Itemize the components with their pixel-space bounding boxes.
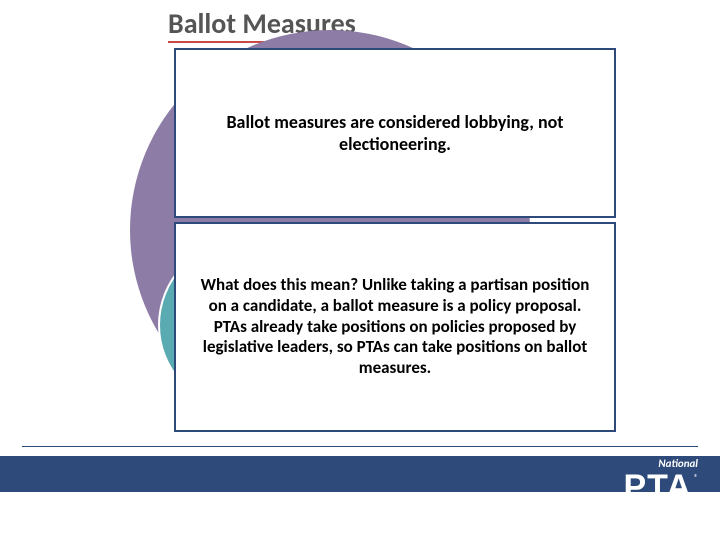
footer-logo: National PTA ® everychild. onevoice.® <box>538 454 698 518</box>
logo-registered-mark: ® <box>694 473 698 483</box>
content-box-bottom: What does this mean? Unlike taking a par… <box>174 222 616 432</box>
footer-divider-line <box>22 446 698 447</box>
content-box-bottom-text: What does this mean? Unlike taking a par… <box>192 275 598 379</box>
logo-tagline: everychild. onevoice.® <box>612 503 698 516</box>
content-box-top: Ballot measures are considered lobbying,… <box>174 48 616 218</box>
logo-pta-text: PTA <box>623 468 691 507</box>
logo-pta: PTA ® <box>623 468 698 507</box>
content-box-top-text: Ballot measures are considered lobbying,… <box>192 111 598 156</box>
